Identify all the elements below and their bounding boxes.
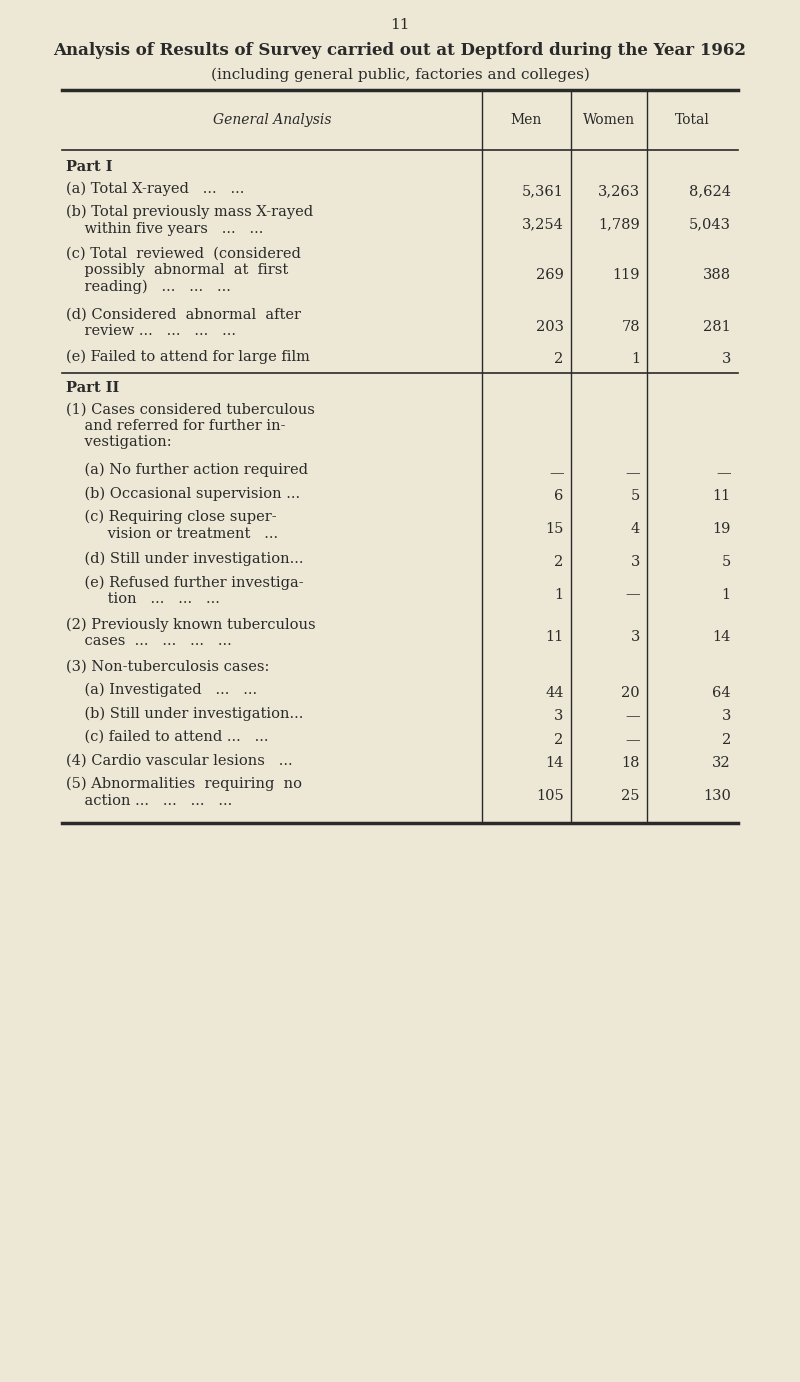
Text: —: — xyxy=(549,466,563,480)
Text: (a) Total X-rayed   ...   ...: (a) Total X-rayed ... ... xyxy=(66,181,244,196)
Text: 6: 6 xyxy=(554,489,563,503)
Text: 1: 1 xyxy=(722,587,730,601)
Text: 15: 15 xyxy=(546,522,563,536)
Text: (c) Requiring close super-
         vision or treatment   ...: (c) Requiring close super- vision or tre… xyxy=(66,510,278,540)
Text: 14: 14 xyxy=(713,629,730,644)
Text: —: — xyxy=(626,466,640,480)
Text: 4: 4 xyxy=(630,522,640,536)
Text: Part I: Part I xyxy=(66,160,112,174)
Text: 20: 20 xyxy=(622,685,640,699)
Text: 8,624: 8,624 xyxy=(689,184,730,198)
Text: 203: 203 xyxy=(535,319,563,333)
Text: (e) Refused further investiga-
         tion   ...   ...   ...: (e) Refused further investiga- tion ... … xyxy=(66,575,303,607)
Text: Analysis of Results of Survey carried out at Deptford during the Year 1962: Analysis of Results of Survey carried ou… xyxy=(54,41,746,59)
Text: (d) Still under investigation...: (d) Still under investigation... xyxy=(66,551,303,567)
Text: 2: 2 xyxy=(554,352,563,366)
Text: (b) Occasional supervision ...: (b) Occasional supervision ... xyxy=(66,486,300,500)
Text: (including general public, factories and colleges): (including general public, factories and… xyxy=(210,68,590,83)
Text: 5,361: 5,361 xyxy=(522,184,563,198)
Text: 11: 11 xyxy=(546,629,563,644)
Text: (a) Investigated   ...   ...: (a) Investigated ... ... xyxy=(66,683,257,698)
Text: (2) Previously known tuberculous
    cases  ...   ...   ...   ...: (2) Previously known tuberculous cases .… xyxy=(66,618,315,648)
Text: Women: Women xyxy=(583,113,635,127)
Text: (b) Still under investigation...: (b) Still under investigation... xyxy=(66,706,303,721)
Text: (c) failed to attend ...   ...: (c) failed to attend ... ... xyxy=(66,730,268,744)
Text: Part II: Part II xyxy=(66,381,119,395)
Text: (1) Cases considered tuberculous
    and referred for further in-
    vestigatio: (1) Cases considered tuberculous and ref… xyxy=(66,402,314,449)
Text: —: — xyxy=(626,732,640,746)
Text: 1: 1 xyxy=(554,587,563,601)
Text: Total: Total xyxy=(675,113,710,127)
Text: (d) Considered  abnormal  after
    review ...   ...   ...   ...: (d) Considered abnormal after review ...… xyxy=(66,308,301,337)
Text: (e) Failed to attend for large film: (e) Failed to attend for large film xyxy=(66,350,310,363)
Text: 19: 19 xyxy=(713,522,730,536)
Text: (4) Cardio vascular lesions   ...: (4) Cardio vascular lesions ... xyxy=(66,753,292,767)
Text: 14: 14 xyxy=(546,756,563,770)
Text: 3,263: 3,263 xyxy=(598,184,640,198)
Text: 1,789: 1,789 xyxy=(598,217,640,231)
Text: 64: 64 xyxy=(712,685,730,699)
Text: 3,254: 3,254 xyxy=(522,217,563,231)
Text: 388: 388 xyxy=(702,268,730,282)
Text: 3: 3 xyxy=(630,629,640,644)
Text: (c) Total  reviewed  (considered
    possibly  abnormal  at  first
    reading) : (c) Total reviewed (considered possibly … xyxy=(66,247,301,294)
Text: 5: 5 xyxy=(630,489,640,503)
Text: 78: 78 xyxy=(622,319,640,333)
Text: 105: 105 xyxy=(536,789,563,803)
Text: 5,043: 5,043 xyxy=(689,217,730,231)
Text: —: — xyxy=(626,587,640,601)
Text: (3) Non-tuberculosis cases:: (3) Non-tuberculosis cases: xyxy=(66,659,269,673)
Text: 281: 281 xyxy=(703,319,730,333)
Text: 3: 3 xyxy=(554,709,563,723)
Text: 11: 11 xyxy=(713,489,730,503)
Text: 25: 25 xyxy=(622,789,640,803)
Text: 5: 5 xyxy=(722,554,730,569)
Text: (a) No further action required: (a) No further action required xyxy=(66,463,307,477)
Text: 11: 11 xyxy=(390,18,410,32)
Text: 3: 3 xyxy=(630,554,640,569)
Text: (5) Abnormalities  requiring  no
    action ...   ...   ...   ...: (5) Abnormalities requiring no action ..… xyxy=(66,777,302,807)
Text: 3: 3 xyxy=(722,352,730,366)
Text: 32: 32 xyxy=(712,756,730,770)
Text: 18: 18 xyxy=(622,756,640,770)
Text: (b) Total previously mass X-rayed
    within five years   ...   ...: (b) Total previously mass X-rayed within… xyxy=(66,205,313,235)
Text: 44: 44 xyxy=(545,685,563,699)
Text: 269: 269 xyxy=(536,268,563,282)
Text: 2: 2 xyxy=(722,732,730,746)
Text: —: — xyxy=(626,709,640,723)
Text: 2: 2 xyxy=(554,554,563,569)
Text: General Analysis: General Analysis xyxy=(213,113,331,127)
Text: 119: 119 xyxy=(613,268,640,282)
Text: 2: 2 xyxy=(554,732,563,746)
Text: 130: 130 xyxy=(703,789,730,803)
Text: —: — xyxy=(716,466,730,480)
Text: 1: 1 xyxy=(630,352,640,366)
Text: 3: 3 xyxy=(722,709,730,723)
Text: Men: Men xyxy=(510,113,542,127)
